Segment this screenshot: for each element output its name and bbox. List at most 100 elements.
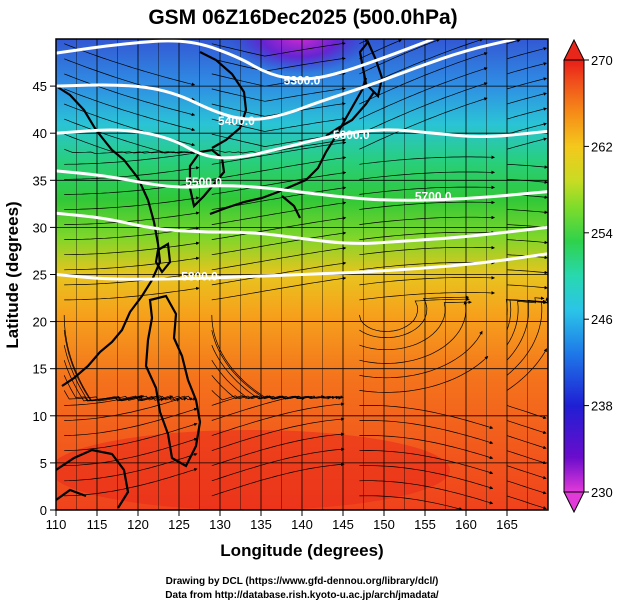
y-tick-label: 30: [33, 220, 47, 235]
colorbar-tick-label: 238: [591, 399, 613, 414]
streamline: [506, 296, 545, 346]
credit-line-1: Drawing by DCL (https://www.gfd-dennou.o…: [166, 576, 439, 587]
y-tick-label: 35: [33, 173, 47, 188]
streamline: [211, 395, 342, 406]
coastline-korea: [188, 148, 226, 209]
contour-label: 5500.0: [185, 175, 222, 189]
streamline: [359, 276, 495, 286]
streamline: [506, 39, 521, 45]
streamline: [359, 420, 494, 445]
x-axis-ticks: 110 115 120 125 130 135 140 145 150 155 160 165: [46, 510, 518, 532]
height-contours: [56, 39, 548, 281]
streamline: [64, 286, 200, 301]
colorbar: 270 262 254 246 238 230: [563, 38, 613, 514]
streamline: [359, 495, 463, 510]
streamline: [64, 271, 200, 286]
coastline-northeast-asia: [199, 51, 248, 149]
colorbar-bottom-arrow: [563, 491, 585, 514]
streamline: [359, 82, 488, 135]
streamline: [506, 47, 548, 60]
streamline: [64, 196, 200, 210]
streamline: [211, 117, 346, 132]
streamline: [211, 462, 345, 497]
x-tick-label: 145: [332, 517, 354, 532]
streamline: [64, 241, 200, 256]
streamline: [211, 246, 347, 271]
y-tick-label: 25: [33, 268, 47, 283]
y-axis-ticks: 0 5 10 15 20 25 30 35 40 45: [33, 79, 56, 518]
contour-line: [56, 169, 548, 202]
contour-line: [56, 128, 548, 160]
streamline: [359, 297, 470, 332]
streamline: [63, 314, 145, 402]
plot-area: 5300.0 5400.0 5500.0 5600.0 5700.0 5800.0: [56, 39, 548, 510]
x-tick-label: 160: [455, 517, 477, 532]
contour-line: [56, 211, 548, 245]
contour-line: [56, 39, 434, 81]
streamline: [64, 468, 198, 497]
y-tick-label: 20: [33, 315, 47, 330]
streamline: [64, 211, 200, 225]
streamline: [211, 201, 347, 225]
streamline: [64, 256, 200, 271]
streamline: [211, 156, 347, 180]
streamline: [506, 92, 548, 105]
streamline: [359, 39, 369, 45]
streamline: [359, 465, 494, 490]
streamline: [506, 62, 548, 75]
streamline: [359, 52, 488, 105]
streamline: [211, 261, 347, 286]
y-tick-label: 5: [40, 456, 47, 471]
streamline: [506, 137, 548, 150]
streamline: [64, 73, 196, 117]
streamline: [359, 215, 495, 225]
streamline: [359, 170, 495, 180]
colorbar-tick-label: 270: [591, 53, 613, 68]
streamline: [64, 88, 196, 132]
colorbar-ticks: 270 262 254 246 238 230: [584, 53, 613, 500]
streamline: [211, 87, 346, 102]
coastlines: [56, 39, 384, 509]
streamline: [359, 97, 488, 150]
streamline: [506, 239, 548, 245]
x-tick-label: 110: [46, 517, 67, 532]
x-tick-label: 155: [414, 517, 436, 532]
streamline: [359, 245, 495, 256]
contour-line: [56, 252, 548, 281]
x-tick-label: 130: [209, 517, 231, 532]
y-tick-label: 40: [33, 126, 47, 141]
streamline: [211, 447, 345, 482]
streamline: [64, 43, 196, 86]
streamline: [63, 390, 187, 402]
colorbar-top-arrow: [563, 38, 585, 61]
colorbar-body: [563, 59, 585, 493]
streamline: [359, 39, 484, 90]
y-axis-label: Latitude (degrees): [3, 201, 22, 348]
streamline: [506, 297, 548, 304]
streamline: [359, 330, 483, 379]
streamline: [211, 231, 347, 256]
streamline: [64, 118, 196, 154]
streamline: [506, 435, 547, 450]
y-tick-label: 15: [33, 362, 47, 377]
coastline-china: [56, 85, 162, 387]
streamline: [506, 179, 548, 184]
contour-label: 5600.0: [333, 128, 370, 142]
streamline: [506, 299, 547, 361]
streamline: [211, 417, 345, 452]
streamline: [359, 230, 495, 240]
coastline-sakhalin: [358, 39, 384, 99]
streamline: [64, 133, 197, 155]
streamline: [359, 39, 441, 75]
x-tick-label: 120: [127, 517, 149, 532]
streamline: [359, 200, 495, 210]
streamline: [359, 480, 494, 505]
streamline: [64, 422, 198, 452]
streamline: [211, 141, 347, 165]
streamline: [506, 405, 547, 419]
streamline: [506, 420, 547, 434]
streamline: [506, 299, 547, 376]
colorbar-tick-label: 262: [591, 139, 613, 154]
streamline: [506, 465, 547, 480]
streamline: [64, 407, 198, 436]
